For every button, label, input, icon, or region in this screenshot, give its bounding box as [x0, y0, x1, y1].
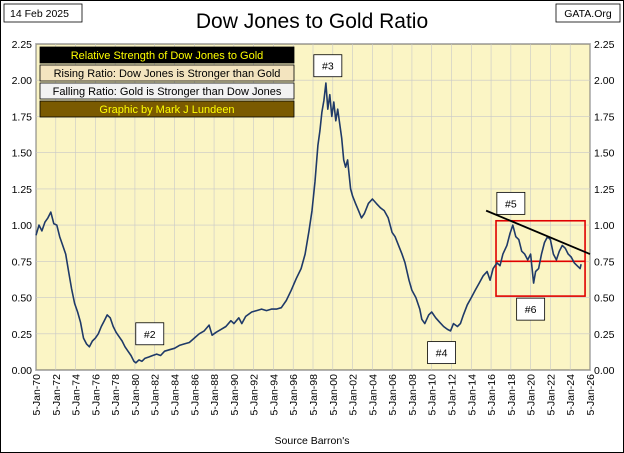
- annotation-label: #5: [505, 198, 517, 210]
- x-tick-label: 5-Jan-90: [229, 374, 241, 416]
- x-tick-label: 5-Jan-24: [565, 374, 577, 416]
- x-tick-label: 5-Jan-16: [486, 374, 498, 416]
- x-tick-label: 5-Jan-96: [288, 374, 300, 416]
- source-site-label: GATA.Org: [564, 8, 612, 20]
- x-tick-label: 5-Jan-14: [466, 374, 478, 416]
- x-tick-label: 5-Jan-76: [90, 374, 102, 416]
- annotation-label: #4: [436, 348, 448, 360]
- annotation-box: [135, 322, 165, 346]
- y-tick-label-left: 1.75: [12, 111, 33, 123]
- y-tick-label-left: 1.50: [12, 148, 33, 160]
- y-tick-label-right: 1.25: [594, 184, 615, 196]
- legend-text: Graphic by Mark J Lundeen: [99, 104, 234, 116]
- date-box: [3, 3, 83, 23]
- x-tick-label: 5-Jan-70: [31, 374, 43, 416]
- x-tick-label: 5-Jan-80: [130, 374, 142, 416]
- x-tick-label: 5-Jan-12: [447, 374, 459, 416]
- x-tick-label: 5-Jan-04: [367, 374, 379, 416]
- y-tick-label-right: 1.00: [594, 220, 615, 232]
- y-tick-label-left: 0.25: [12, 329, 33, 341]
- y-tick-label-left: 1.25: [12, 184, 33, 196]
- legend-text: Relative Strength of Dow Jones to Gold: [71, 50, 264, 62]
- annotation-box: [427, 341, 457, 365]
- ratio-series-line: [35, 82, 582, 364]
- y-tick-label-left: 2.25: [12, 39, 33, 51]
- plot-area: 0.00 0.00 0.25 0.25 0.50 0.50 0.75 0.75 1.00 1.00…: [12, 39, 615, 415]
- x-tick-label: 5-Jan-82: [150, 374, 162, 416]
- legend-row: [39, 100, 295, 118]
- legend-row: [39, 64, 295, 82]
- y-tick-label-left: 0.75: [12, 256, 33, 268]
- x-tick-label: 5-Jan-98: [308, 374, 320, 416]
- x-tick-label: 5-Jan-74: [71, 374, 83, 416]
- x-tick-label: 5-Jan-08: [407, 374, 419, 416]
- annotation-box: [496, 191, 526, 215]
- annotation-label: #2: [144, 329, 156, 341]
- x-tick-label: 5-Jan-06: [387, 374, 399, 416]
- legend-text: Rising Ratio: Dow Jones is Stronger than…: [54, 68, 281, 80]
- date-label: 14 Feb 2025: [10, 8, 69, 20]
- x-tick-label: 5-Jan-86: [189, 374, 201, 416]
- y-tick-label-right: 0.75: [594, 256, 615, 268]
- y-tick-label-right: 1.50: [594, 148, 615, 160]
- x-tick-label: 5-Jan-84: [170, 374, 182, 416]
- x-tick-label: 5-Jan-26: [585, 374, 597, 416]
- x-tick-label: 5-Jan-94: [268, 374, 280, 416]
- y-tick-label-right: 1.75: [594, 111, 615, 123]
- source-site-box: [555, 3, 621, 23]
- chart-title: Dow Jones to Gold Ratio: [196, 10, 428, 33]
- x-tick-label: 5-Jan-20: [526, 374, 538, 416]
- highlight-rectangle: [495, 219, 586, 297]
- x-tick-label: 5-Jan-22: [545, 374, 557, 416]
- y-tick-label-right: 2.25: [594, 39, 615, 51]
- x-tick-label: 5-Jan-00: [328, 374, 340, 416]
- x-tick-label: 5-Jan-72: [51, 374, 63, 416]
- legend-row: [39, 82, 295, 100]
- x-tick-label: 5-Jan-18: [506, 374, 518, 416]
- source-label: Source Barron's: [275, 435, 350, 447]
- trend-line: [485, 209, 591, 255]
- y-tick-label-left: 0.50: [12, 293, 33, 305]
- y-tick-label-right: 0.00: [594, 365, 615, 377]
- x-tick-label: 5-Jan-10: [427, 374, 439, 416]
- y-tick-label-right: 2.00: [594, 75, 615, 87]
- y-tick-label-left: 0.00: [12, 365, 33, 377]
- annotation-box: [313, 54, 343, 78]
- y-tick-label-right: 0.50: [594, 293, 615, 305]
- annotation-label: #6: [525, 304, 537, 316]
- y-tick-label-left: 2.00: [12, 75, 33, 87]
- legend-text: Falling Ratio: Gold is Stronger than Dow…: [53, 86, 282, 98]
- y-tick-label-left: 1.00: [12, 220, 33, 232]
- legend-row: [39, 46, 295, 64]
- annotation-box: [516, 297, 546, 321]
- annotation-label: #3: [322, 61, 334, 73]
- x-tick-label: 5-Jan-78: [110, 374, 122, 416]
- x-tick-label: 5-Jan-02: [348, 374, 360, 416]
- x-tick-label: 5-Jan-92: [249, 374, 261, 416]
- x-tick-label: 5-Jan-88: [209, 374, 221, 416]
- y-tick-label-right: 0.25: [594, 329, 615, 341]
